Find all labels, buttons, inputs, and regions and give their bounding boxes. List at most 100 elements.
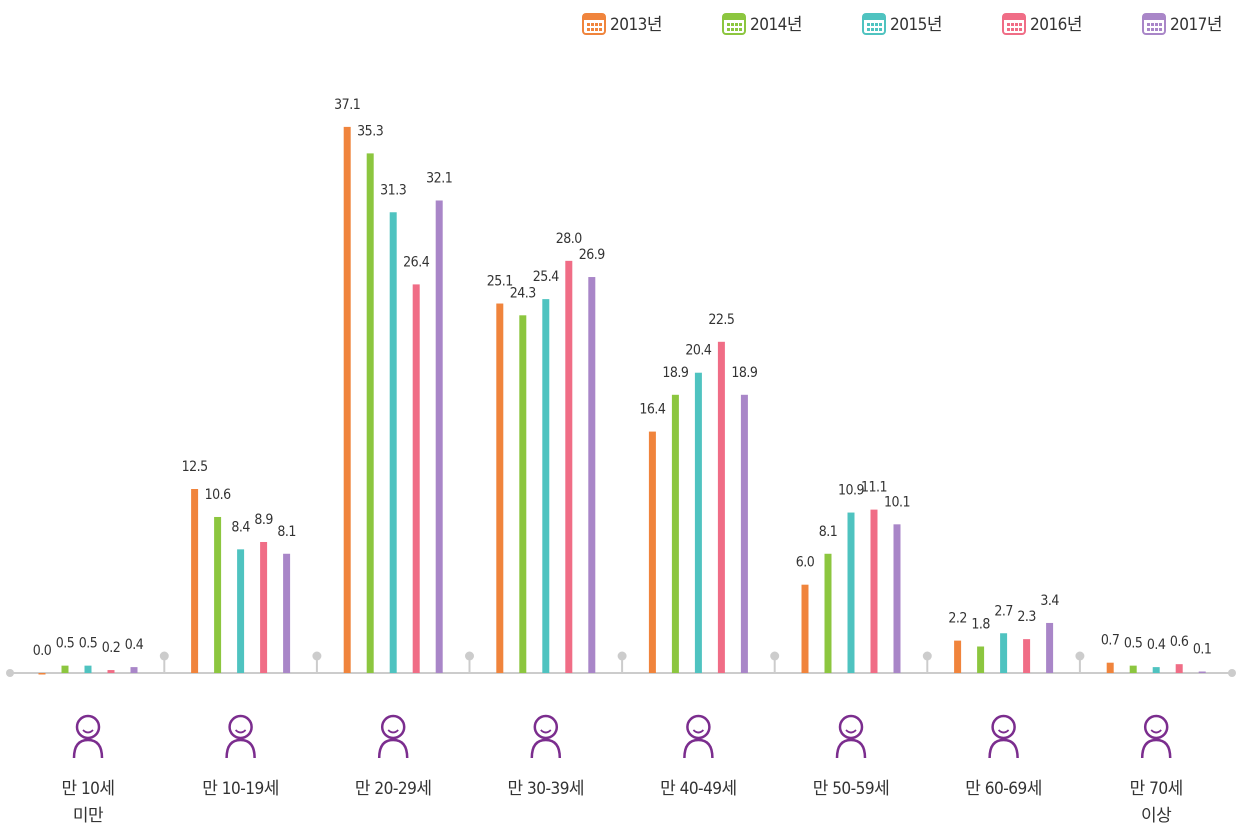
icon-smile [692, 729, 705, 734]
legend-icon-cell [1147, 28, 1150, 31]
value-label: 0.7 [1101, 633, 1120, 649]
legend-icon-cell [1007, 28, 1010, 31]
legend-icon-cell [1015, 28, 1018, 31]
legend-icon-top [1143, 14, 1165, 20]
legend-label: 2016년 [1030, 15, 1082, 35]
separator-dot [770, 651, 780, 661]
bar [191, 489, 199, 673]
bar [366, 153, 374, 673]
icon-body [530, 738, 562, 759]
bar [283, 553, 291, 673]
value-label: 10.6 [205, 487, 232, 503]
value-label: 18.9 [731, 365, 758, 381]
bar [1198, 671, 1206, 674]
bar [84, 665, 92, 673]
icon-smile [82, 729, 94, 734]
x-tick-label: 만 40-49세 [660, 779, 737, 799]
value-label: 0.5 [79, 636, 98, 652]
value-label: 8.1 [277, 524, 296, 540]
icon-head [75, 714, 101, 740]
axis-end [1228, 669, 1236, 677]
bar [214, 516, 222, 673]
bar [61, 665, 69, 673]
legend-icon-cell [735, 23, 738, 26]
value-label: 18.9 [662, 365, 689, 381]
bar [1000, 633, 1008, 673]
legend-icon-cell [595, 28, 598, 31]
bar [1106, 662, 1114, 673]
legend-icon-cell [739, 28, 742, 31]
value-label: 0.5 [56, 636, 75, 652]
bar [870, 509, 878, 673]
legend-icon-cell [599, 23, 602, 26]
value-label: 37.1 [334, 97, 360, 113]
legend-icon-cell [1159, 23, 1162, 26]
value-label: 22.5 [708, 312, 734, 328]
bar [740, 394, 748, 673]
bar [588, 277, 596, 673]
legend-icon-cell [879, 23, 882, 26]
value-label: 25.1 [487, 274, 513, 290]
bar [1129, 665, 1137, 673]
bar [648, 431, 656, 673]
x-tick-label: 만 10세 미만 [61, 779, 115, 826]
icon-smile [845, 729, 857, 734]
legend-icon-cell [727, 23, 730, 26]
legend-icon-cell [1011, 23, 1014, 26]
bar [260, 541, 268, 673]
value-label: 8.4 [231, 519, 250, 535]
icon-body [225, 738, 256, 759]
legend-icon-cell [879, 28, 882, 31]
legend-icon-cell [727, 28, 730, 31]
legend-icon-cell [591, 28, 594, 31]
value-label: 20.4 [685, 343, 712, 359]
value-label: 0.1 [1193, 642, 1212, 658]
bar [542, 299, 550, 673]
x-tick-label: 만 70세 이상 [1129, 779, 1184, 826]
bar [1023, 639, 1031, 673]
value-label: 0.6 [1170, 634, 1189, 650]
legend-icon-cell [1019, 28, 1022, 31]
value-label: 10.1 [884, 494, 910, 510]
icon-head [380, 714, 406, 740]
person-icon [72, 714, 104, 759]
value-label: 26.4 [403, 254, 430, 270]
icon-body [835, 738, 867, 759]
legend-icon-cell [1019, 23, 1022, 26]
bar [38, 673, 46, 675]
separator-dot [922, 651, 932, 661]
legend-icon-cell [1151, 28, 1154, 31]
value-label: 32.1 [426, 170, 452, 186]
legend-icon-cell [587, 28, 590, 31]
value-label: 8.1 [819, 524, 838, 540]
bar [824, 553, 832, 673]
bar [801, 584, 809, 673]
legend-icon-cell [599, 28, 602, 31]
value-label: 26.9 [579, 247, 606, 263]
value-label: 24.3 [510, 285, 536, 301]
icon-head [1143, 714, 1169, 740]
x-tick-label: 만 10-19세 [202, 779, 279, 799]
legend-label: 2013년 [610, 15, 662, 35]
legend-icon-cell [1155, 28, 1158, 31]
bar [1175, 664, 1183, 673]
legend-label: 2014년 [750, 15, 802, 35]
person-icon [377, 714, 409, 759]
legend-icon-cell [1015, 23, 1018, 26]
x-tick-label: 만 20-29세 [354, 779, 432, 799]
value-label: 11.1 [861, 480, 887, 496]
value-label: 2.7 [994, 603, 1013, 619]
legend-icon-top [723, 14, 745, 20]
value-label: 0.5 [1124, 636, 1143, 652]
person-icon [835, 714, 867, 759]
bar [389, 212, 397, 674]
value-label: 8.9 [254, 512, 273, 528]
bar [1046, 622, 1054, 673]
icon-smile [540, 729, 552, 734]
x-tick-label: 만 60-69세 [965, 779, 1042, 799]
bar [130, 667, 138, 673]
legend-icon-cell [735, 28, 738, 31]
person-icon [530, 714, 562, 759]
icon-body [377, 738, 409, 759]
